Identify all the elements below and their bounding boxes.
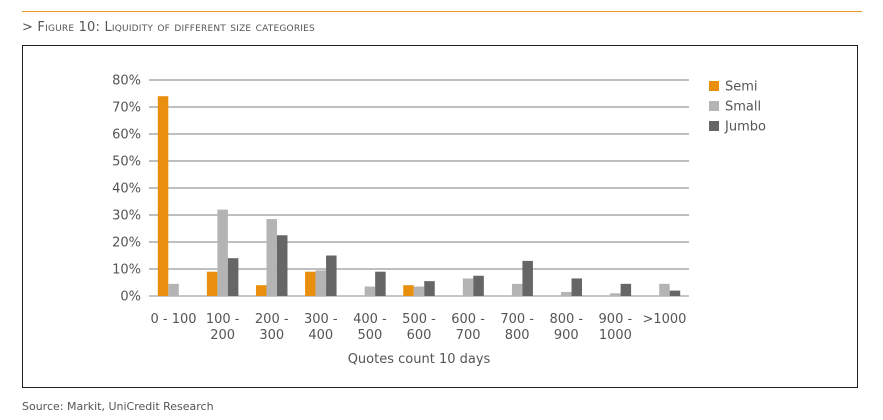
- y-axis-ticks: 0% 10% 20% 30% 40% 50% 60% 70% 80%: [112, 74, 141, 305]
- legend-swatch-small: [709, 101, 719, 111]
- bar-semi: [206, 271, 218, 296]
- x-tick-label: 0 - 100: [151, 312, 197, 327]
- bar-small: [610, 293, 621, 296]
- bar-small: [413, 286, 425, 296]
- bar-small: [364, 286, 376, 296]
- legend-label-jumbo: Jumbo: [724, 120, 766, 135]
- x-tick-label: 200 -300: [255, 312, 289, 343]
- bar-jumbo: [227, 258, 239, 296]
- x-tick-label: 100 -200: [206, 312, 240, 343]
- x-axis-ticks: 0 - 100 100 -200 200 -300 300 -400 400 -500 5…: [151, 312, 687, 343]
- bar-jumbo: [276, 235, 288, 296]
- y-tick-label: 30%: [112, 209, 141, 224]
- bar-small: [561, 291, 572, 296]
- bar-small: [266, 219, 277, 296]
- y-tick-label: 20%: [112, 236, 141, 251]
- y-tick-label: 60%: [112, 128, 141, 143]
- legend-label-semi: Semi: [725, 80, 758, 95]
- x-tick-label: 300 -400: [304, 312, 338, 343]
- x-tick-label: 500 -600: [402, 312, 436, 343]
- bar-semi: [157, 96, 169, 296]
- bar-jumbo: [375, 271, 386, 296]
- bar-jumbo: [424, 281, 435, 296]
- bar-semi: [255, 285, 267, 296]
- x-tick-label: 400 -500: [353, 312, 387, 343]
- legend-swatch-jumbo: [709, 121, 719, 131]
- y-tick-label: 80%: [112, 74, 141, 89]
- bar-small: [462, 278, 474, 296]
- title-accent-rule: [22, 11, 862, 12]
- y-tick-label: 40%: [112, 182, 141, 197]
- bar-small: [217, 209, 228, 296]
- bar-jumbo: [620, 283, 632, 296]
- y-tick-label: 10%: [112, 263, 141, 278]
- bar-small: [511, 283, 523, 296]
- legend-label-small: Small: [725, 100, 761, 115]
- bar-jumbo: [571, 278, 583, 296]
- bar-jumbo: [522, 260, 533, 296]
- source-note: Source: Markit, UniCredit Research: [22, 400, 214, 413]
- bar-jumbo: [473, 275, 484, 296]
- x-axis-title: Quotes count 10 days: [348, 352, 491, 367]
- x-tick-label: 900 -1000: [599, 312, 633, 343]
- legend-swatch-semi: [709, 81, 719, 91]
- x-tick-label: 700 -800: [500, 312, 534, 343]
- bar-jumbo: [669, 290, 681, 296]
- y-tick-label: 50%: [112, 155, 141, 170]
- bar-semi: [305, 271, 316, 296]
- chart-frame: 0% 10% 20% 30% 40% 50% 60% 70% 80% 0 - 100 100 -2…: [22, 45, 858, 388]
- bars: [157, 96, 681, 296]
- x-tick-label: 800 -900: [549, 312, 583, 343]
- legend: Semi Small Jumbo: [709, 80, 766, 135]
- bar-small: [315, 270, 327, 296]
- x-tick-label: 600 -700: [451, 312, 485, 343]
- bar-small: [168, 283, 179, 296]
- x-tick-label: >1000: [642, 312, 686, 327]
- gridlines: [149, 79, 689, 297]
- y-tick-label: 70%: [112, 101, 141, 116]
- bar-small: [659, 283, 670, 296]
- bar-semi: [403, 285, 414, 296]
- figure-title: > Figure 10: Liquidity of different size…: [22, 20, 315, 35]
- y-tick-label: 0%: [120, 290, 141, 305]
- bar-jumbo: [326, 255, 337, 296]
- bar-chart: 0% 10% 20% 30% 40% 50% 60% 70% 80% 0 - 100 100 -2…: [112, 74, 766, 368]
